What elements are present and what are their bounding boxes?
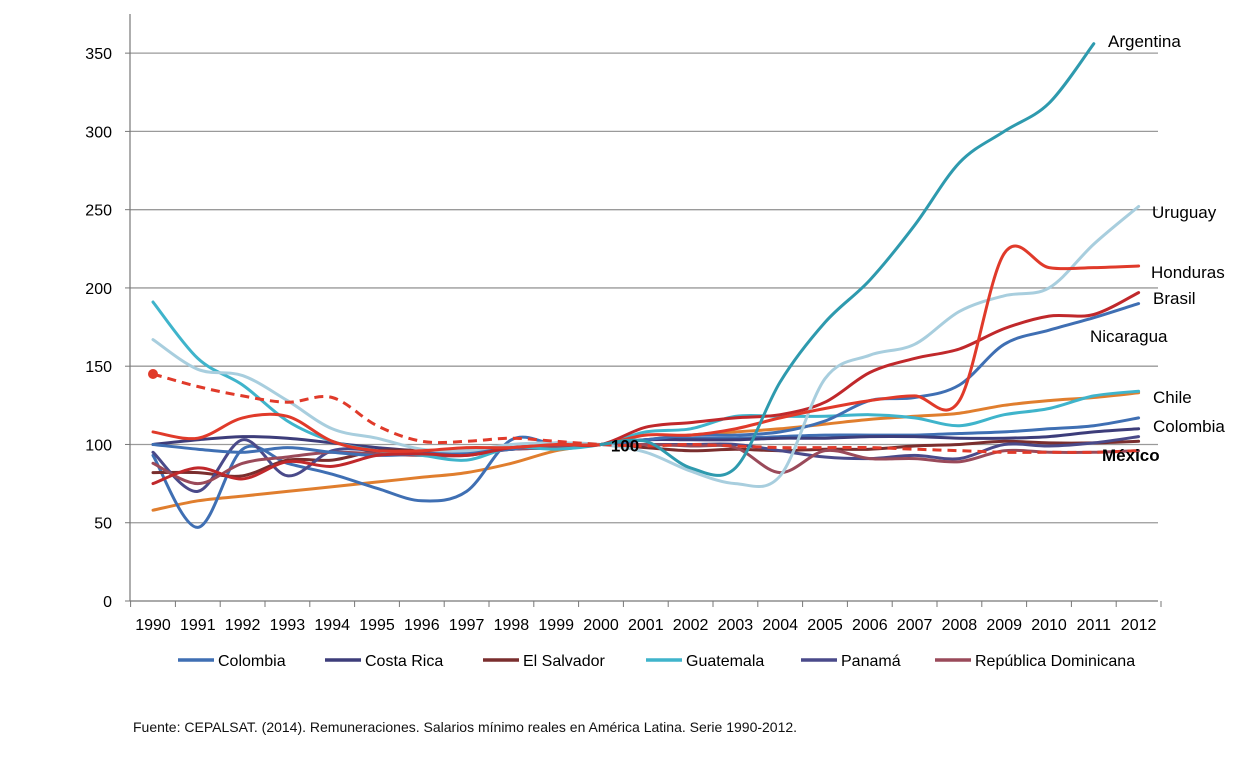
index-base-label: 100: [611, 436, 639, 455]
y-tick-label: 150: [85, 359, 112, 376]
legend-label-panama: Panamá: [841, 653, 901, 670]
line-chart: 0 50 100 150 200 250 300 350 1990 1991 1992 1993 199…: [85, 14, 1226, 670]
y-tick-label: 350: [85, 46, 112, 63]
end-label-brasil: Brasil: [1153, 289, 1196, 308]
x-tick-label: 1994: [314, 617, 350, 634]
x-tick-label: 2005: [807, 617, 843, 634]
end-label-uruguay: Uruguay: [1152, 203, 1217, 222]
axes: 0 50 100 150 200 250 300 350 1990 1991 1992 1993 199…: [85, 14, 1162, 634]
y-tick-label: 250: [85, 203, 112, 220]
series-line-brasil: [151, 291, 1141, 486]
legend-label-guatemala: Guatemala: [686, 653, 764, 670]
x-tick-label: 1990: [135, 617, 171, 634]
gridlines: [130, 52, 1158, 524]
x-tick-label: 2010: [1031, 617, 1067, 634]
end-label-chile: Chile: [1153, 388, 1192, 407]
x-tick-label: 2011: [1077, 617, 1112, 634]
legend: Colombia Costa Rica El Salvador Guatemala Pa…: [178, 653, 1135, 670]
x-tick-label: 1999: [538, 617, 574, 634]
x-tick-label: 2007: [897, 617, 933, 634]
x-tick-label: 1996: [404, 617, 440, 634]
legend-label-republica-dominicana: República Dominicana: [975, 653, 1135, 670]
series-line-uruguay: [151, 205, 1141, 489]
series-line-el-salvador: [151, 439, 1141, 478]
x-tick-label: 1993: [270, 617, 306, 634]
y-tick-label: 100: [85, 437, 112, 454]
end-label-honduras: Honduras: [1151, 263, 1225, 282]
x-tick-label: 2008: [942, 617, 978, 634]
end-label-colombia: Colombia: [1153, 417, 1225, 436]
x-tick-label: 2002: [673, 617, 709, 634]
x-tick-label: 2012: [1121, 617, 1157, 634]
end-labels: 100 Argentina Uruguay Honduras Brasil Nicarag…: [611, 32, 1226, 465]
y-tick-label: 200: [85, 281, 112, 298]
legend-label-colombia: Colombia: [218, 653, 286, 670]
x-tick-label: 2001: [628, 617, 664, 634]
x-tick-label: 1998: [494, 617, 530, 634]
end-label-argentina: Argentina: [1108, 32, 1181, 51]
mexico-start-point: [148, 369, 158, 380]
x-tick-label: 1997: [449, 617, 485, 634]
legend-label-el-salvador: El Salvador: [523, 653, 605, 670]
series-lines: [148, 42, 1141, 529]
x-tick-label: 1995: [359, 617, 395, 634]
end-label-nicaragua: Nicaragua: [1090, 327, 1168, 346]
series-line-argentina: [599, 42, 1096, 477]
y-tick-label: 50: [94, 516, 112, 533]
x-tick-label: 2009: [986, 617, 1022, 634]
series-line-republica-dominicana: [151, 442, 1141, 486]
series-line-guatemala: [151, 300, 1141, 462]
x-tick-label: 2004: [762, 617, 798, 634]
legend-label-costa-rica: Costa Rica: [365, 653, 443, 670]
x-tick-label: 2000: [583, 617, 619, 634]
x-tick-label: 2003: [718, 617, 754, 634]
y-tick-label: 0: [103, 594, 112, 611]
end-label-mexico: México: [1102, 446, 1160, 465]
series-line-honduras: [151, 244, 1141, 454]
x-tick-label: 2006: [852, 617, 888, 634]
series-line-mexico: [152, 372, 1139, 454]
y-tick-label: 300: [85, 124, 112, 141]
x-tick-label: 1991: [180, 617, 216, 634]
x-tick-label: 1992: [225, 617, 261, 634]
source-note: Fuente: CEPALSAT. (2014). Remuneraciones…: [133, 719, 798, 735]
